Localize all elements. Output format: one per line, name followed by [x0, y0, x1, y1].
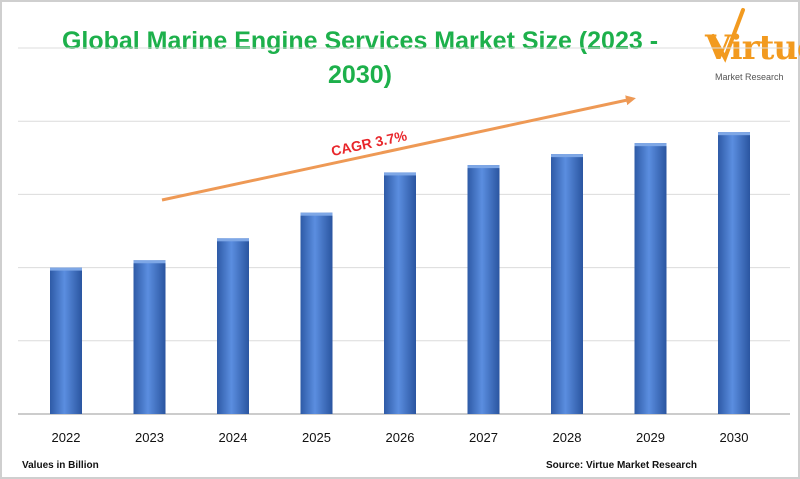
x-tick-2026: 2026 — [386, 430, 415, 445]
x-tick-2030: 2030 — [720, 430, 749, 445]
units-note: Values in Billion — [22, 460, 99, 471]
logo-check-icon — [711, 8, 745, 63]
bars-group — [50, 132, 750, 414]
bar-cap-2027 — [467, 165, 500, 169]
bar-2022 — [50, 267, 82, 414]
bar-cap-2024 — [217, 238, 249, 242]
x-tick-2025: 2025 — [302, 430, 331, 445]
bar-2025 — [300, 212, 333, 414]
bar-cap-2026 — [384, 172, 416, 176]
x-tick-2024: 2024 — [219, 430, 248, 445]
chart-title: Global Marine Engine Services Market Siz… — [61, 27, 659, 89]
x-tick-2028: 2028 — [553, 430, 582, 445]
bar-2026 — [384, 172, 416, 414]
x-tick-2023: 2023 — [135, 430, 164, 445]
bar-2029 — [634, 143, 667, 414]
bar-cap-2022 — [50, 267, 82, 271]
bar-2024 — [217, 238, 249, 414]
logo-subtitle: Market Research — [715, 72, 784, 82]
bar-cap-2028 — [551, 154, 583, 158]
x-tick-2027: 2027 — [469, 430, 498, 445]
bar-2023 — [133, 260, 166, 414]
x-tick-labels: 2022 2023 2024 2025 2026 2027 2028 2029 2030 — [52, 430, 749, 445]
bar-cap-2030 — [718, 132, 750, 136]
x-tick-2022: 2022 — [52, 430, 81, 445]
bar-cap-2029 — [634, 143, 667, 147]
cagr-arrow — [161, 95, 636, 202]
source-note: Source: Virtue Market Research — [546, 460, 697, 471]
bar-2028 — [551, 154, 583, 414]
bar-2027 — [467, 165, 500, 414]
bar-cap-2025 — [300, 212, 333, 216]
bar-2030 — [718, 132, 750, 414]
x-tick-2029: 2029 — [636, 430, 665, 445]
bar-cap-2023 — [133, 260, 166, 264]
